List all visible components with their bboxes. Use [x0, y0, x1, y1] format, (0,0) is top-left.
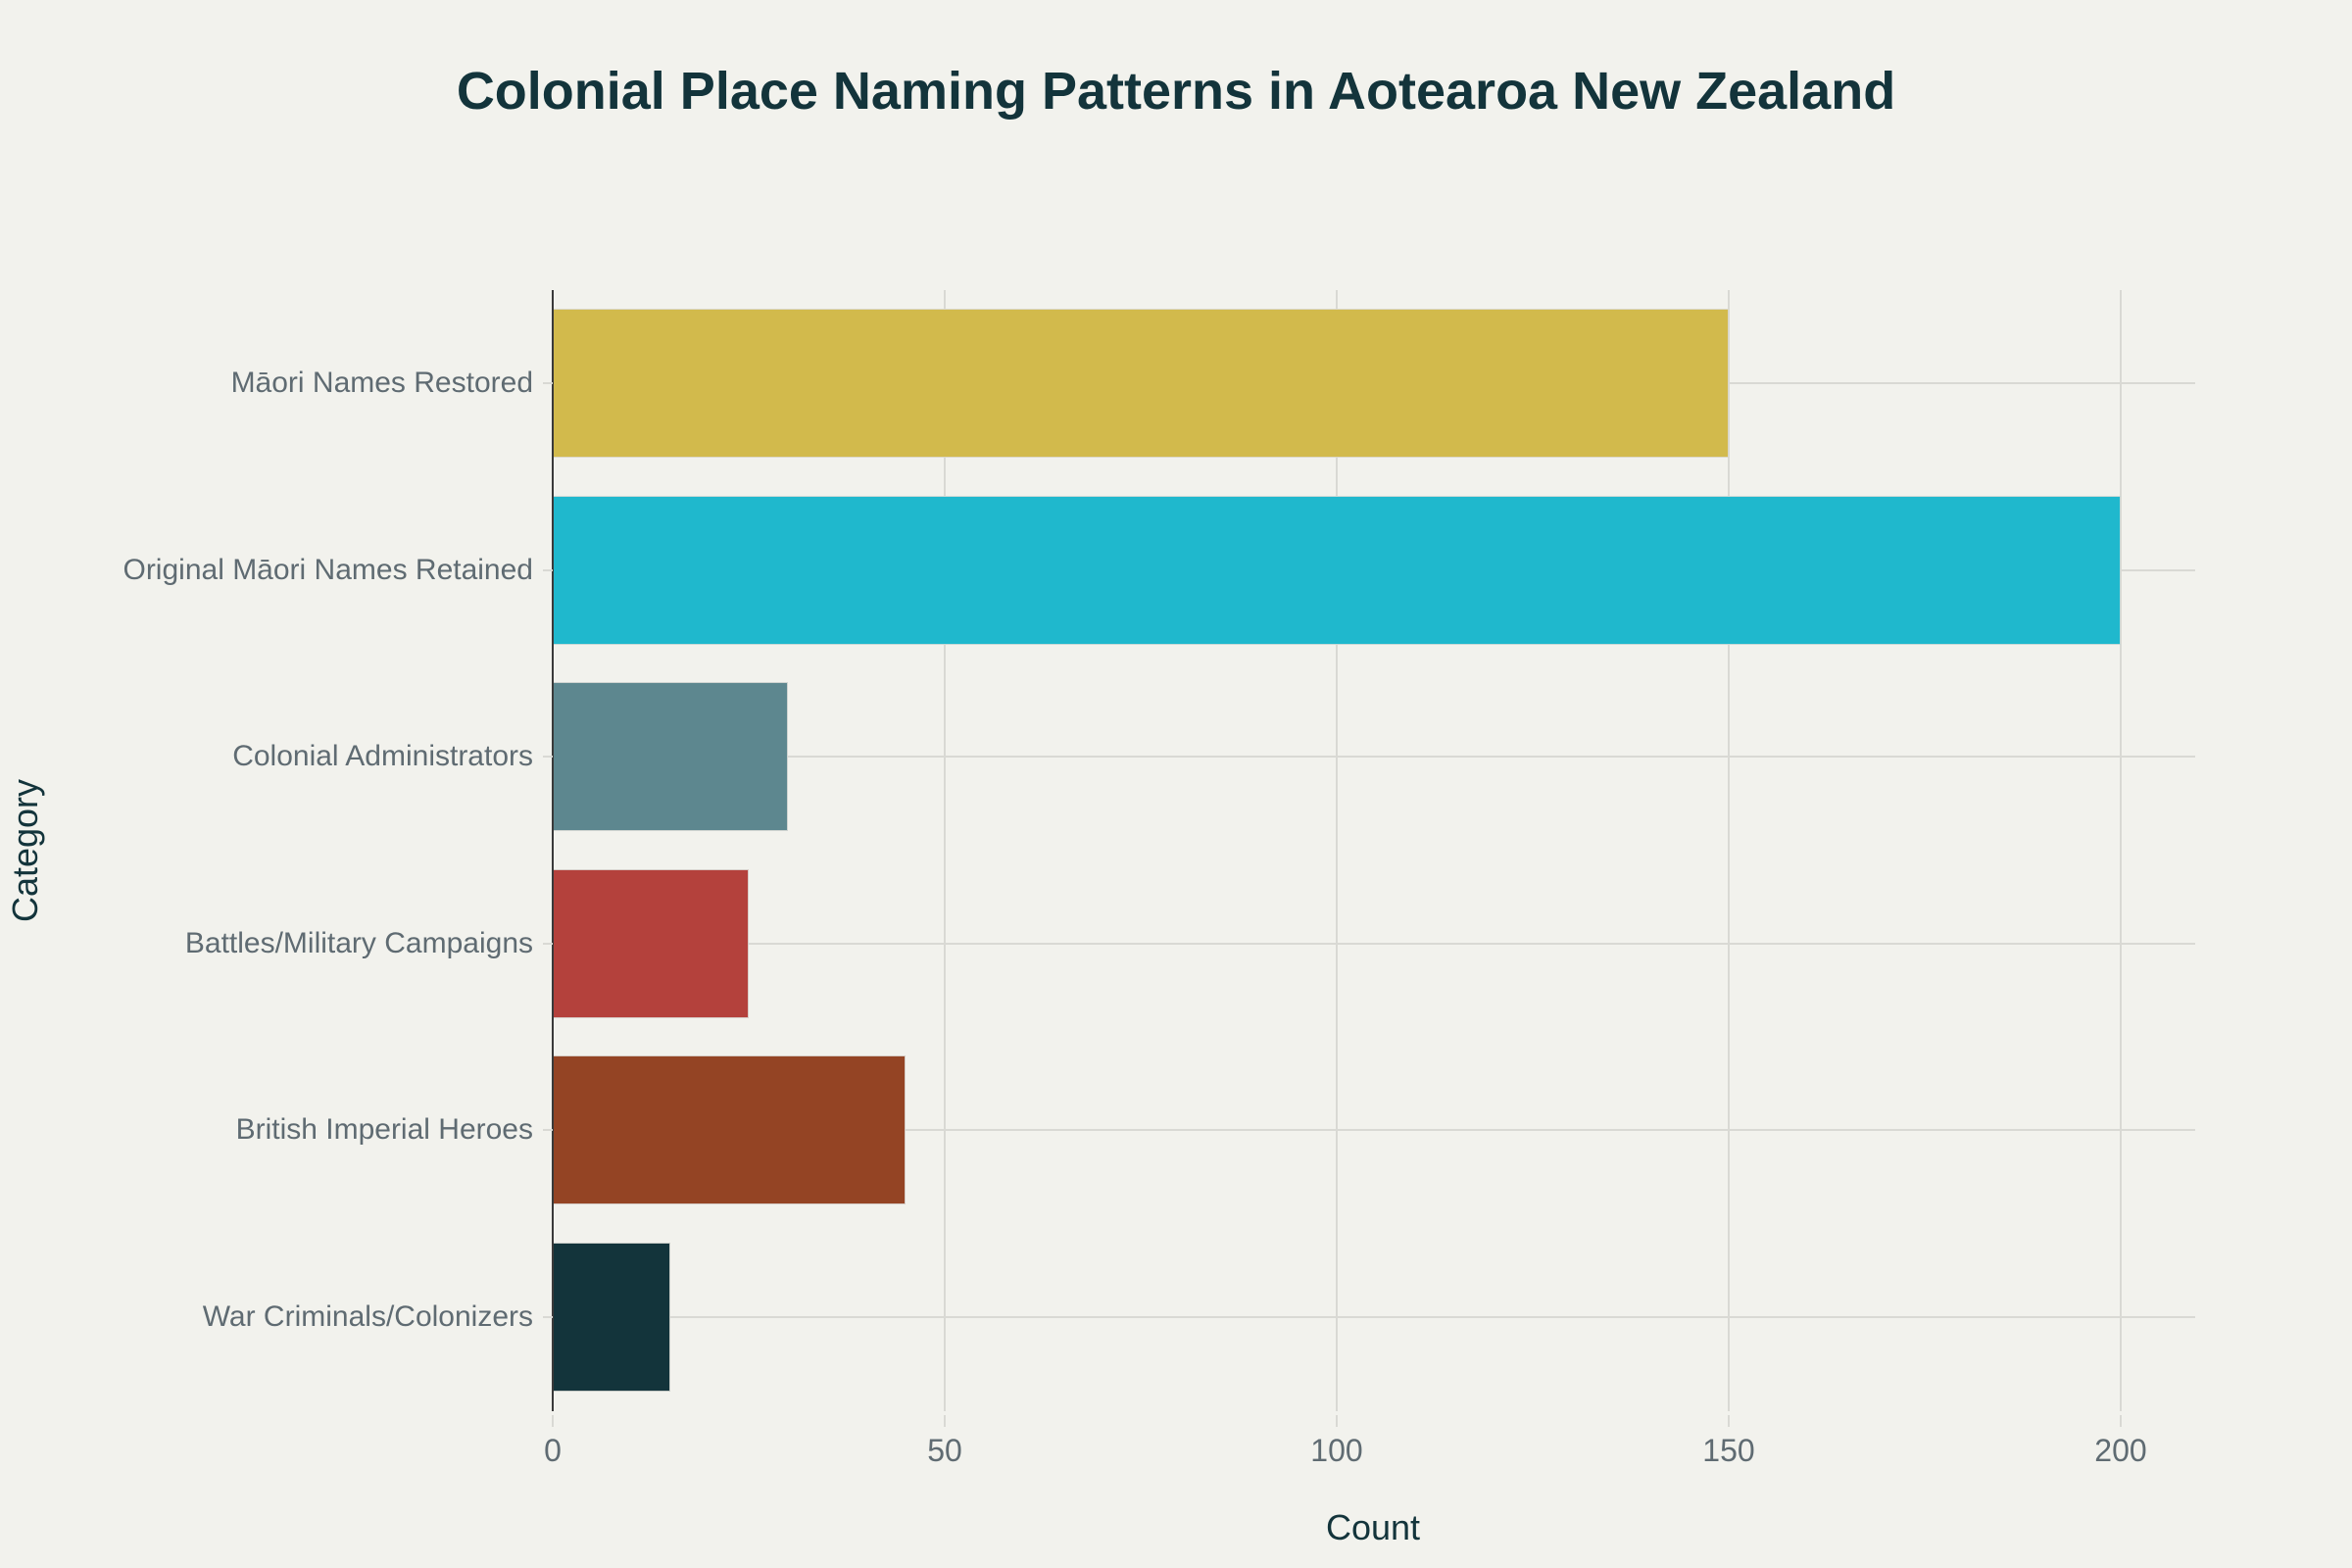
x-tick [2120, 1415, 2122, 1427]
x-tick-label: 100 [1310, 1433, 1363, 1468]
y-axis-title: Category [5, 778, 45, 923]
y-tick [543, 943, 553, 945]
x-tick [944, 1415, 946, 1427]
x-tick-label: 200 [2094, 1433, 2147, 1468]
y-tick-label: War Criminals/Colonizers [202, 1300, 533, 1333]
grid-line-100 [1336, 290, 1338, 1411]
x-tick-label: 0 [544, 1433, 562, 1468]
x-axis-title: Count [1325, 1507, 1421, 1547]
x-tick [1336, 1415, 1338, 1427]
y-tick [543, 569, 553, 571]
x-tick-label: 50 [927, 1433, 962, 1468]
y-tick [543, 1129, 553, 1131]
grid-line-150 [1728, 290, 1730, 1411]
x-tick [1728, 1415, 1730, 1427]
y-tick-label: British Imperial Heroes [235, 1113, 533, 1146]
grid-line-50 [944, 290, 946, 1411]
bar-original-maori-names-retained [553, 496, 2121, 645]
chart-title: Colonial Place Naming Patterns in Aotear… [456, 62, 1896, 121]
y-tick-label: Original Māori Names Retained [122, 554, 533, 586]
bar-battles-military-campaigns [553, 869, 749, 1018]
y-tick [543, 756, 553, 758]
bar-war-criminals-colonizers [553, 1243, 670, 1392]
grid-line-row [553, 1316, 2195, 1318]
y-axis-line [552, 290, 554, 1411]
bar-colonial-administrators [553, 682, 788, 831]
bar-british-imperial-heroes [553, 1055, 906, 1204]
grid-line-row [553, 756, 2195, 758]
bar-maori-names-restored [553, 309, 1729, 458]
grid-line-row [553, 943, 2195, 945]
x-tick [552, 1415, 554, 1427]
y-tick [543, 1316, 553, 1318]
grid-line-200 [2120, 290, 2122, 1411]
y-tick-label: Colonial Administrators [232, 740, 533, 772]
x-tick-label: 150 [1702, 1433, 1755, 1468]
plot-area [552, 290, 2195, 1411]
y-tick-label: Battles/Military Campaigns [184, 927, 533, 959]
y-tick-label: Māori Names Restored [230, 367, 533, 399]
y-tick [543, 382, 553, 384]
grid-line-row [553, 1129, 2195, 1131]
